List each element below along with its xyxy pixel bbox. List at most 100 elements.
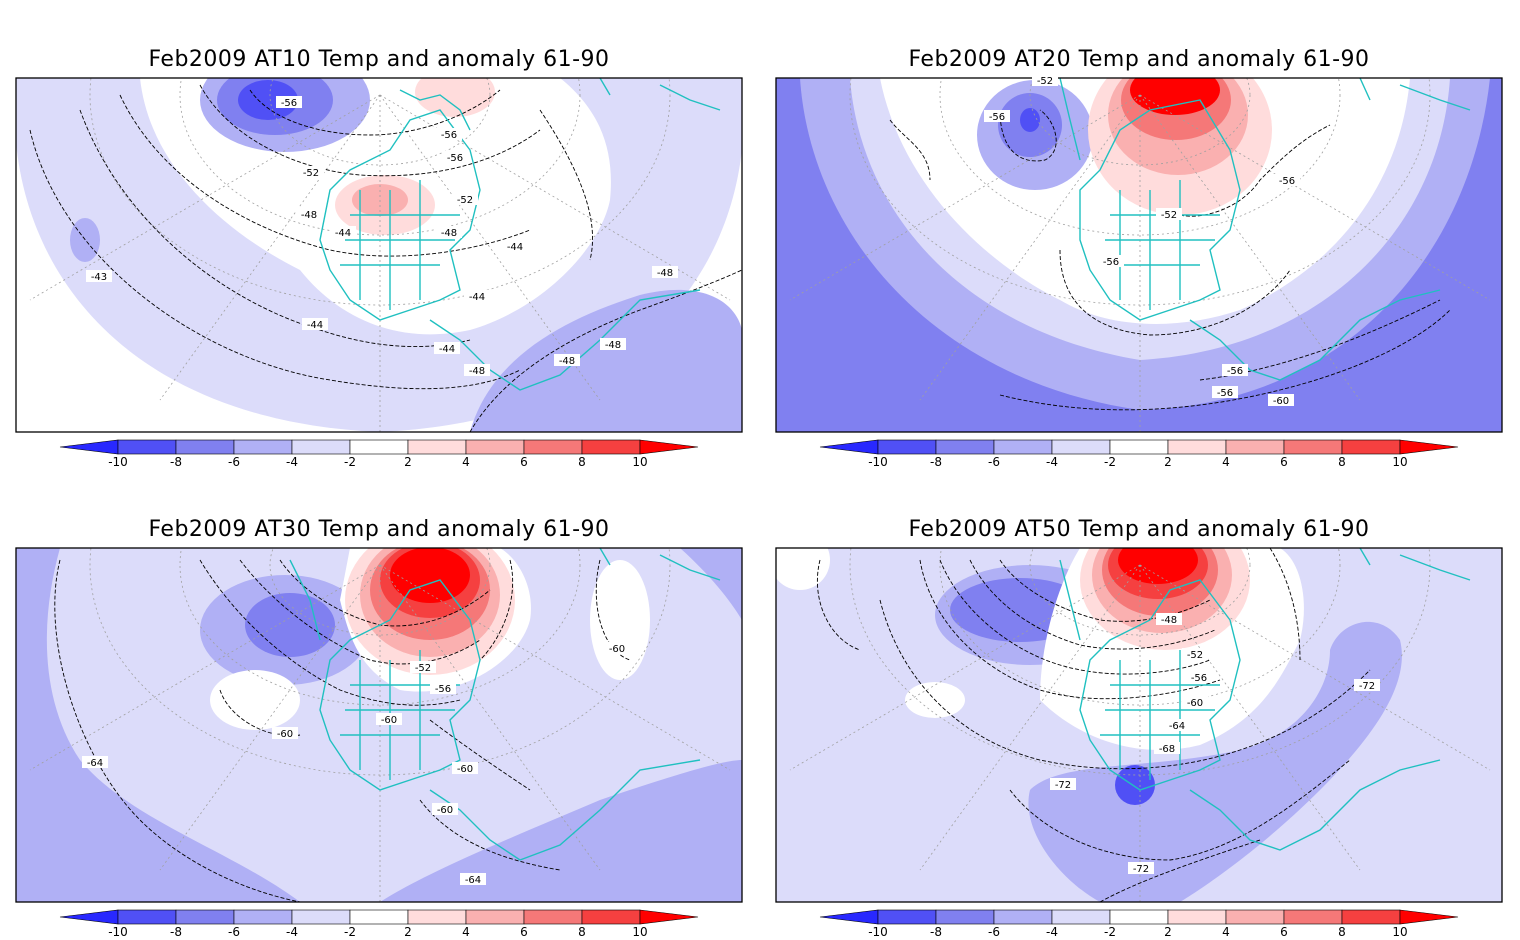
- colorbar-tick-label: -4: [286, 455, 298, 469]
- warm-anomaly: [390, 548, 470, 603]
- contour-label: -48: [464, 364, 490, 377]
- svg-text:-56: -56: [1191, 673, 1207, 684]
- colorbar-arrow-high: [639, 909, 699, 925]
- contour-label: -44: [302, 318, 328, 331]
- cold-band: [680, 548, 742, 620]
- svg-text:-44: -44: [335, 228, 351, 239]
- graticule: [789, 78, 1491, 432]
- contour-label: -56: [430, 682, 456, 695]
- warm-anomaly: [1130, 78, 1220, 115]
- cold-anomaly: [1115, 765, 1155, 805]
- colorbar-tick-label: -8: [930, 455, 942, 469]
- contour-label: -56: [984, 110, 1010, 123]
- panel-title: Feb2009 AT10 Temp and anomaly 61-90: [148, 47, 609, 72]
- svg-text:-56: -56: [441, 130, 457, 141]
- cold-band: [16, 548, 300, 902]
- coastlines: [289, 548, 721, 861]
- contour-label: -64: [1164, 719, 1190, 732]
- svg-text:-48: -48: [605, 340, 621, 351]
- colorbar-tick-label: 4: [462, 925, 470, 939]
- cold-anomaly: [1020, 108, 1040, 132]
- contour-label: -56: [276, 96, 302, 109]
- colorbar: -10 -8 -6 -4 -2 2 4 6 8 10: [59, 909, 699, 939]
- cold-anomaly: [238, 80, 298, 120]
- contour-label: -56: [442, 151, 468, 164]
- graticule: [789, 548, 1491, 902]
- svg-text:-48: -48: [301, 210, 317, 221]
- svg-text:-56: -56: [1227, 366, 1243, 377]
- panel-title: Feb2009 AT30 Temp and anomaly 61-90: [148, 517, 609, 542]
- svg-text:-48: -48: [559, 356, 575, 367]
- svg-text:-44: -44: [469, 292, 485, 303]
- colorbar-tick-label: 10: [1392, 925, 1407, 939]
- colorbar: -10 -8 -6 -4 -2 2 4 6 8 10: [59, 439, 699, 469]
- contour-label: -44: [464, 290, 490, 303]
- colorbar-segment: [465, 439, 525, 455]
- svg-text:-56: -56: [447, 153, 463, 164]
- colorbar-tick-label: 6: [1280, 455, 1288, 469]
- contour-label: -44: [330, 226, 356, 239]
- contour-label: -60: [1182, 696, 1208, 709]
- colorbar-segment: [117, 439, 177, 455]
- contour-label: -56: [1222, 364, 1248, 377]
- contour-label: -56: [1212, 386, 1238, 399]
- colorbar-segment: [291, 439, 351, 455]
- contour-label: -72: [1050, 778, 1076, 791]
- colorbar-segment: [581, 439, 641, 455]
- colorbar-tick-label: 8: [578, 925, 586, 939]
- map-frame: [15, 547, 743, 903]
- isotherms: [29, 84, 742, 432]
- panel-at30: Feb2009 AT30 Temp and anomaly 61-90: [15, 517, 743, 939]
- contour-label: -48: [1156, 613, 1182, 626]
- colorbar-segment: [993, 909, 1053, 925]
- colorbar-tick-label: -4: [1046, 925, 1058, 939]
- svg-text:-44: -44: [307, 320, 323, 331]
- colorbar-segment: [465, 909, 525, 925]
- panel-title: Feb2009 AT20 Temp and anomaly 61-90: [908, 47, 1369, 72]
- colorbar-arrow-low: [59, 909, 119, 925]
- colorbar-tick-label: -10: [868, 925, 888, 939]
- colorbar-tick-label: -8: [170, 925, 182, 939]
- colorbar-tick-label: 6: [1280, 925, 1288, 939]
- svg-text:-64: -64: [465, 875, 481, 886]
- colorbar-arrow-low: [819, 909, 879, 925]
- svg-text:-44: -44: [439, 344, 455, 355]
- svg-text:-60: -60: [457, 764, 473, 775]
- contour-label: -72: [1128, 862, 1154, 875]
- contour-label: -52: [410, 661, 436, 674]
- contour-label: -52: [298, 166, 324, 179]
- svg-text:-56: -56: [1279, 176, 1295, 187]
- cold-anomaly: [245, 593, 335, 657]
- colorbar-segment: [1051, 909, 1111, 925]
- colorbar-tick-label: -2: [344, 925, 356, 939]
- colorbar-tick-label: -2: [1104, 455, 1116, 469]
- colorbar-arrow-high: [1399, 909, 1459, 925]
- colorbar-tick-label: -6: [228, 455, 240, 469]
- svg-text:-52: -52: [415, 663, 431, 674]
- svg-text:-52: -52: [1187, 650, 1203, 661]
- colorbar-tick-label: -6: [988, 925, 1000, 939]
- svg-text:-72: -72: [1359, 681, 1375, 692]
- svg-text:-72: -72: [1133, 864, 1149, 875]
- contour-label: -48: [600, 338, 626, 351]
- contour-label: -60: [1268, 394, 1294, 407]
- colorbar-segment: [1051, 439, 1111, 455]
- panel-title: Feb2009 AT50 Temp and anomaly 61-90: [908, 517, 1369, 542]
- colorbar-tick-label: 2: [1164, 455, 1172, 469]
- warm-anomaly: [415, 78, 495, 117]
- colorbar-segment: [877, 909, 937, 925]
- map-area: [776, 78, 1502, 432]
- contour-label: -60: [376, 713, 402, 726]
- contour-label: -43: [86, 270, 112, 283]
- contour-label: -52: [1032, 74, 1058, 87]
- svg-text:-68: -68: [1159, 744, 1175, 755]
- isotherms: [816, 548, 1371, 902]
- cold-band: [380, 760, 742, 902]
- svg-text:-48: -48: [1161, 615, 1177, 626]
- colorbar-tick-label: -6: [988, 455, 1000, 469]
- colorbar-segment: [1109, 909, 1169, 925]
- colorbar-tick-label: 2: [1164, 925, 1172, 939]
- map-frame: [15, 77, 743, 433]
- colorbar-segment: [233, 439, 293, 455]
